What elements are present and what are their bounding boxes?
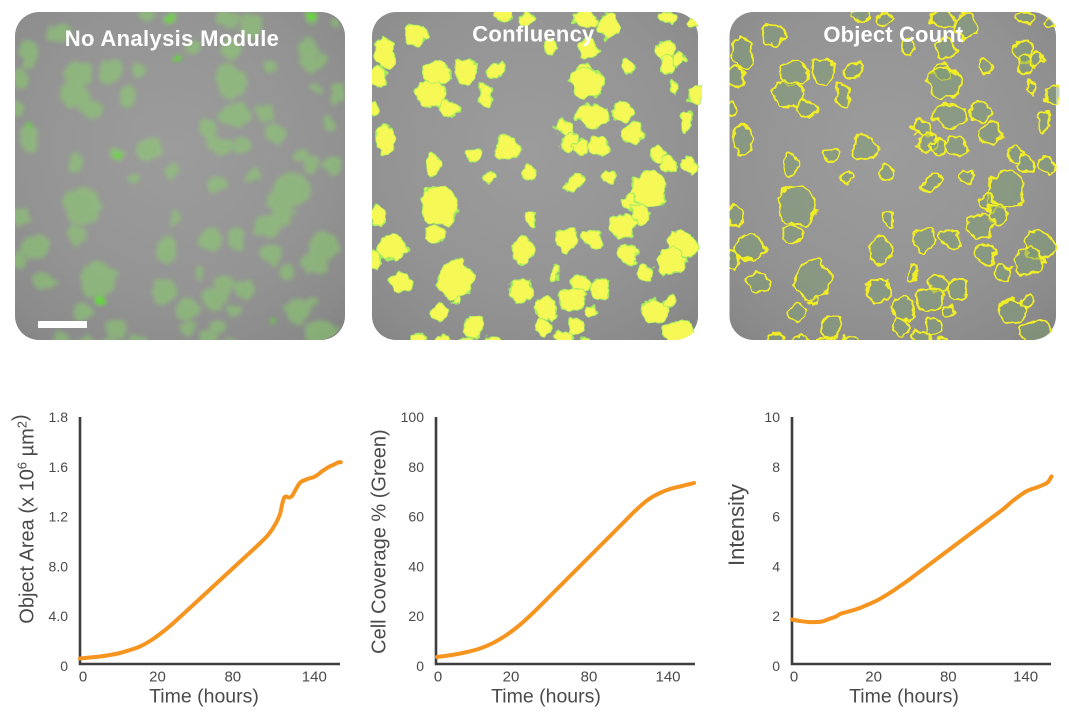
svg-text:1.2: 1.2 xyxy=(49,509,69,525)
svg-text:0: 0 xyxy=(60,658,68,674)
svg-text:140: 140 xyxy=(302,669,327,686)
svg-text:1.6: 1.6 xyxy=(49,459,69,475)
svg-text:100: 100 xyxy=(401,409,425,425)
svg-text:0: 0 xyxy=(416,658,424,674)
svg-text:8.0: 8.0 xyxy=(49,558,69,574)
svg-text:0: 0 xyxy=(79,669,87,686)
svg-text:20: 20 xyxy=(503,669,520,686)
svg-text:140: 140 xyxy=(655,669,680,686)
svg-text:Object Count: Object Count xyxy=(823,22,963,47)
svg-text:60: 60 xyxy=(408,509,424,525)
svg-text:Time (hours): Time (hours) xyxy=(849,686,959,708)
svg-text:Time (hours): Time (hours) xyxy=(149,686,259,708)
svg-text:80: 80 xyxy=(940,669,957,686)
svg-text:0: 0 xyxy=(434,669,442,686)
svg-text:140: 140 xyxy=(1013,669,1038,686)
svg-text:8: 8 xyxy=(772,459,780,475)
svg-text:80: 80 xyxy=(224,669,241,686)
svg-text:Cell Coverage % (Green): Cell Coverage % (Green) xyxy=(369,429,391,654)
svg-text:40: 40 xyxy=(408,558,424,574)
svg-text:20: 20 xyxy=(865,669,882,686)
svg-text:4.0: 4.0 xyxy=(49,608,69,624)
svg-text:No Analysis Module: No Analysis Module xyxy=(65,26,280,51)
svg-text:Time (hours): Time (hours) xyxy=(491,686,601,708)
svg-text:10: 10 xyxy=(764,409,780,425)
svg-text:4: 4 xyxy=(772,558,780,574)
svg-text:Object Area (x 106 µm2): Object Area (x 106 µm2) xyxy=(10,414,39,623)
svg-text:20: 20 xyxy=(149,669,166,686)
svg-text:80: 80 xyxy=(408,459,424,475)
svg-text:1.8: 1.8 xyxy=(49,409,69,425)
svg-text:2: 2 xyxy=(772,608,780,624)
svg-text:20: 20 xyxy=(408,608,424,624)
svg-text:0: 0 xyxy=(772,658,780,674)
svg-text:Confluency: Confluency xyxy=(472,22,595,47)
svg-text:6: 6 xyxy=(772,509,780,525)
svg-text:0: 0 xyxy=(790,669,798,686)
svg-text:Intensity: Intensity xyxy=(724,484,749,566)
svg-text:80: 80 xyxy=(581,669,598,686)
